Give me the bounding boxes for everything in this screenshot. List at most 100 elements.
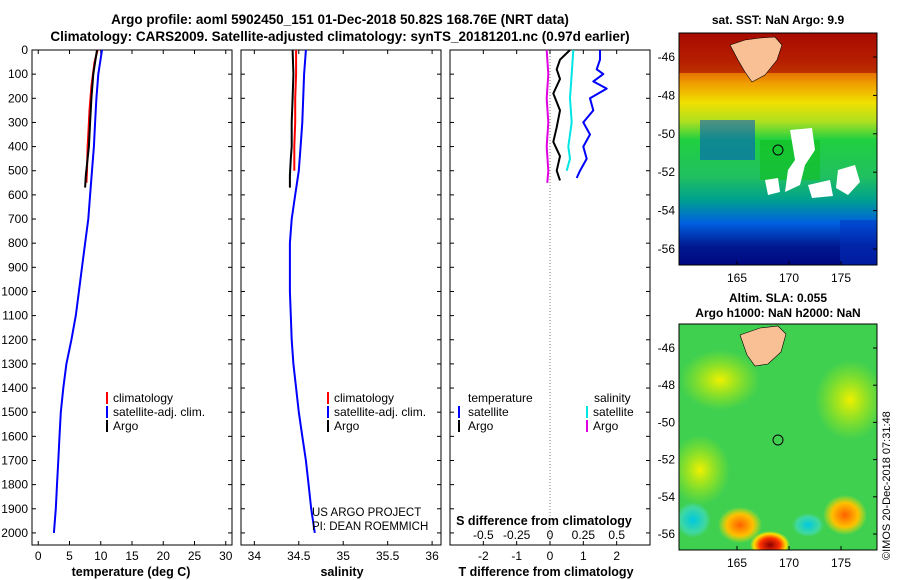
legend-label-climatology: climatology	[113, 391, 173, 405]
temperature-panel-frame	[31, 49, 233, 546]
y-tick-label: 400	[8, 140, 28, 154]
sla-map-subtitle: Argo h1000: NaN h2000: NaN	[695, 306, 860, 320]
y-tick-label: 2000	[1, 526, 28, 540]
series-differences-s-argo	[545, 49, 550, 183]
legend-label-t-argo: Argo	[468, 419, 494, 433]
sla-yellow-patch	[815, 360, 877, 440]
sla-orange-patch	[823, 495, 867, 535]
map-x-tick-label: 175	[831, 556, 851, 570]
x-tick-label: 25	[188, 549, 202, 563]
t-difference-x-label: T difference from climatology	[458, 565, 633, 579]
map-x-tick-label: 170	[779, 271, 799, 285]
y-tick-label: 1700	[1, 453, 28, 467]
x-tick-label: 20	[157, 549, 171, 563]
x-tick-label: -1	[511, 549, 522, 563]
series-salinity-climatology	[293, 50, 298, 171]
x-tick-label: 34.5	[287, 549, 311, 563]
y-tick-label: 700	[8, 212, 28, 226]
salinity-x-label: salinity	[320, 565, 363, 579]
top-x-tick-label: -0.5	[473, 528, 494, 542]
legend-label-s-argo: Argo	[593, 419, 619, 433]
map-x-tick-label: 170	[779, 556, 799, 570]
legend-heading-temperature: temperature	[468, 391, 533, 405]
salinity-legend: climatology satellite-adj. clim. Argo US…	[312, 391, 428, 533]
x-tick-label: 5	[66, 549, 73, 563]
map-y-tick-label: -48	[658, 88, 676, 102]
x-tick-label: 34	[248, 549, 262, 563]
x-tick-label: 35	[337, 549, 351, 563]
y-tick-label: 1800	[1, 478, 28, 492]
x-tick-label: 36	[425, 549, 439, 563]
sla-map-title: Altim. SLA: 0.055	[729, 291, 827, 305]
sst-gap	[808, 180, 833, 198]
y-tick-label: 200	[8, 91, 28, 105]
sst-map: sat. SST: NaN Argo: 9.9 -46 -48 -50 -52 -54 -…	[658, 13, 878, 285]
credit-pi: PI: DEAN ROEMMICH	[312, 521, 428, 533]
sla-yellow-patch	[679, 435, 730, 505]
map-y-tick-label: -50	[658, 415, 676, 429]
x-tick-label: -2	[478, 549, 489, 563]
series-differences-t-argo	[552, 49, 571, 181]
map-x-tick-label: 175	[831, 271, 851, 285]
sla-orange-patch	[718, 507, 762, 543]
series-differences-s-satellite	[565, 49, 575, 171]
x-tick-label: 0	[35, 549, 42, 563]
x-tick-label: 2	[613, 549, 620, 563]
figure-title-line2: Climatology: CARS2009. Satellite-adjuste…	[50, 29, 630, 44]
map-y-tick-label: -52	[658, 165, 676, 179]
series-salinity-satellite-adj-clim-	[288, 49, 316, 534]
map-x-tick-label: 165	[727, 271, 747, 285]
map-y-tick-label: -54	[658, 204, 676, 218]
sla-yellow-patch	[680, 350, 760, 410]
map-y-tick-label: -46	[658, 50, 676, 64]
legend-label-satellite: satellite-adj. clim.	[113, 405, 205, 419]
map-y-tick-label: -56	[658, 527, 676, 541]
sla-map: Altim. SLA: 0.055 Argo h1000: NaN h2000:…	[658, 291, 878, 570]
map-y-tick-label: -50	[658, 127, 676, 141]
legend-label-climatology: climatology	[334, 391, 394, 405]
y-tick-label: 1400	[1, 381, 28, 395]
y-tick-label: 800	[8, 236, 28, 250]
y-tick-label: 1500	[1, 405, 28, 419]
map-y-tick-label: -54	[658, 490, 676, 504]
sst-gap	[836, 165, 860, 195]
top-x-tick-label: 0.5	[608, 528, 625, 542]
y-tick-label: 1300	[1, 357, 28, 371]
map-y-tick-label: -52	[658, 453, 676, 467]
s-difference-x-label: S difference from climatology	[456, 514, 632, 528]
sst-cool-patch	[700, 120, 755, 160]
x-tick-label: 1	[580, 549, 587, 563]
legend-label-s-satellite: satellite	[593, 405, 634, 419]
legend-label-argo: Argo	[334, 419, 360, 433]
sla-map-frame	[678, 323, 878, 551]
temperature-x-label: temperature (deg C)	[72, 565, 191, 579]
figure-title-line1: Argo profile: aoml 5902450_151 01-Dec-20…	[111, 12, 569, 27]
series-differences-t-satellite	[575, 50, 608, 179]
map-y-tick-label: -56	[658, 242, 676, 256]
sst-blue-patch	[840, 220, 877, 265]
difference-panel-frame	[449, 49, 651, 546]
y-tick-label: 1100	[2, 309, 28, 323]
y-tick-label: 100	[8, 67, 28, 81]
legend-label-satellite: satellite-adj. clim.	[334, 405, 426, 419]
map-y-tick-label: -46	[658, 341, 676, 355]
sla-red-patch	[750, 531, 790, 550]
sst-land-mass	[729, 36, 783, 83]
map-y-tick-label: -48	[658, 378, 676, 392]
series-salinity-argo	[288, 49, 295, 188]
legend-label-t-satellite: satellite	[468, 405, 509, 419]
legend-label-argo: Argo	[113, 419, 139, 433]
y-tick-label: 1200	[1, 333, 28, 347]
x-tick-label: 35.5	[376, 549, 400, 563]
top-x-tick-label: 0	[547, 528, 554, 542]
y-tick-label: 1900	[1, 502, 28, 516]
x-tick-label: 0	[547, 549, 554, 563]
x-tick-label: 30	[219, 549, 233, 563]
difference-legend: temperature satellite Argo salinity sate…	[458, 391, 634, 433]
sst-gap	[785, 128, 815, 192]
imos-watermark: ©IMOS 20-Dec-2018 07:31:48	[881, 411, 893, 560]
salinity-panel-frame	[240, 49, 442, 546]
y-tick-label: 600	[8, 188, 28, 202]
y-tick-label: 1000	[1, 284, 28, 298]
